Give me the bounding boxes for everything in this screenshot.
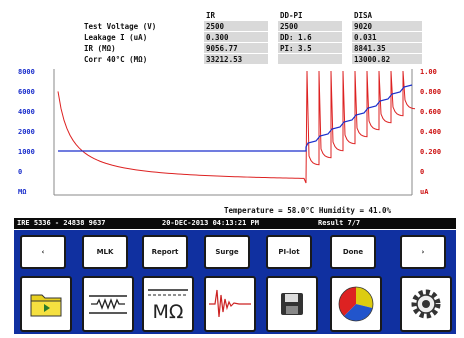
readout-header-ddpi: DD-PI [280, 11, 303, 20]
readout-table: IR DD-PI DISA Test Voltage (V) 2500 2500… [80, 10, 432, 66]
readout-header-row: IR DD-PI DISA [80, 10, 432, 21]
tool-icon-row: MΩ [14, 274, 456, 334]
open-folder-button[interactable] [20, 276, 72, 332]
leakage-series-line [57, 70, 416, 184]
megohm-button[interactable]: MΩ [142, 276, 194, 332]
left-axis-tick: 1000 [18, 148, 35, 156]
readout-label-voltage: Test Voltage (V) [84, 22, 157, 31]
readout-value: 13000.82 [352, 54, 422, 64]
prev-button[interactable]: ‹ [20, 235, 66, 269]
readout-value: DD: 1.6 [278, 32, 342, 42]
readout-row: Leakage I (uA) 0.300 DD: 1.6 0.031 [80, 32, 432, 43]
next-button[interactable]: › [400, 235, 446, 269]
right-axis-tick: 1.00 [420, 68, 437, 76]
readout-value: 2500 [278, 21, 342, 31]
readout-value: 8841.35 [352, 43, 422, 53]
status-result: Result 7/7 [318, 219, 361, 227]
left-axis-tick: 0 [18, 168, 22, 176]
right-axis-tick: 0.200 [420, 148, 441, 156]
plot-svg: 8000 6000 4000 2000 1000 0 MΩ 1.00 0.800 0.600 0.… [18, 68, 441, 196]
readout-row: IR (MΩ) 9056.77 PI: 3.5 8841.35 [80, 43, 432, 54]
analysis-button[interactable] [330, 276, 382, 332]
folder-icon [30, 294, 62, 317]
readout-value: 33212.53 [204, 54, 268, 64]
softkey-row: ‹ MLK Report Surge PI-lot Done › [14, 230, 456, 274]
mlk-button[interactable]: MLK [82, 235, 128, 269]
right-axis-tick: 0.400 [420, 128, 441, 136]
left-axis-tick: 6000 [18, 88, 35, 96]
save-button[interactable] [266, 276, 318, 332]
readout-label-ir: IR (MΩ) [84, 44, 116, 53]
done-button[interactable]: Done [330, 235, 376, 269]
test-plot: 8000 6000 4000 2000 1000 0 MΩ 1.00 0.800 0.600 0.… [14, 65, 456, 215]
gear-icon [411, 289, 441, 319]
readout-value: PI: 3.5 [278, 43, 342, 53]
pie-chart-icon [338, 286, 374, 322]
left-axis-tick: 4000 [18, 108, 35, 116]
left-axis-tick: 2000 [18, 128, 35, 136]
right-axis-tick: 0.600 [420, 108, 441, 116]
readout-value: 0.031 [352, 32, 422, 42]
readout-label-corr: Corr 40°C (MΩ) [84, 55, 148, 64]
readout-value: 9020 [352, 21, 422, 31]
instrument-screen: IR DD-PI DISA Test Voltage (V) 2500 2500… [14, 9, 456, 334]
megohm-symbol: MΩ [153, 301, 184, 323]
right-axis-tick: 0 [420, 168, 424, 176]
right-axis-tick: 0.800 [420, 88, 441, 96]
status-bar: IRE 5336 - 24838 9637 20-DEC-2013 04:13:… [14, 218, 456, 229]
left-axis-unit: MΩ [18, 188, 26, 196]
settings-button[interactable] [400, 276, 452, 332]
pi-lot-button[interactable]: PI-lot [266, 235, 312, 269]
readout-label-leakage: Leakage I (uA) [84, 33, 148, 42]
readout-value: 0.300 [204, 32, 268, 42]
status-timestamp: 20-DEC-2013 04:13:21 PM [162, 219, 259, 227]
readout-header-ir: IR [206, 11, 216, 20]
readout-value: 2500 [204, 21, 268, 31]
waveform-icon [209, 289, 251, 318]
right-axis-unit: uA [420, 188, 429, 196]
status-device: IRE 5336 - 24838 9637 [17, 219, 106, 227]
readout-value: 9056.77 [204, 43, 268, 53]
resistor-button[interactable] [82, 276, 134, 332]
readout-row: Corr 40°C (MΩ) 33212.53 13000.82 [80, 54, 432, 65]
resistance-series-line [58, 84, 413, 152]
resistor-icon [89, 295, 127, 314]
readout-header-disa: DISA [354, 11, 373, 20]
surge-wave-button[interactable] [204, 276, 256, 332]
report-button[interactable]: Report [142, 235, 188, 269]
environment-readout: Temperature = 58.0°C Humidity = 41.0% [224, 206, 392, 215]
left-axis-tick: 8000 [18, 68, 35, 76]
megohm-icon: MΩ [148, 289, 188, 323]
save-icon [281, 293, 303, 315]
readout-value [278, 54, 342, 64]
surge-button[interactable]: Surge [204, 235, 250, 269]
readout-row: Test Voltage (V) 2500 2500 9020 [80, 21, 432, 32]
